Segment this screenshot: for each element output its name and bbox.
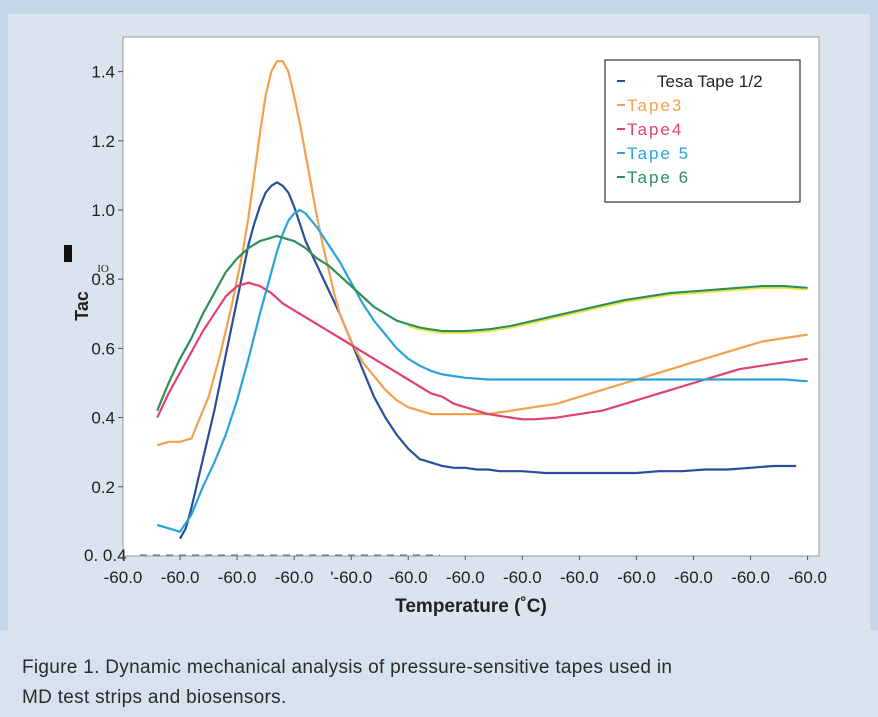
y-origin-label: 0. 0.4 xyxy=(84,546,127,565)
caption-panel xyxy=(0,630,878,717)
caption-line-2: MD test strips and biosensors. xyxy=(22,687,287,708)
y-tick-label: 0.2 xyxy=(91,478,115,497)
series-line-2 xyxy=(156,60,808,447)
x-tick-label: -60.0 xyxy=(503,568,542,587)
series-line-1 xyxy=(179,181,797,540)
series-line-5 xyxy=(156,234,808,412)
legend-label: Tape 5 xyxy=(627,144,690,163)
x-tick-label: -60.0 xyxy=(389,568,428,587)
x-tick-label: -60.0 xyxy=(674,568,713,587)
x-tick-label: -60.0 xyxy=(275,568,314,587)
x-tick-label: -60.0 xyxy=(788,568,827,587)
y-axis-label-fragment: IO xyxy=(97,263,109,275)
y-axis-label: Tac xyxy=(72,291,92,321)
y-tick-label: 0.6 xyxy=(91,339,115,358)
x-tick-label: '-60.0 xyxy=(330,568,372,587)
x-axis-label: Temperature (˚C) xyxy=(395,596,547,617)
chart: 0.2 0.4 0.6 0.8 1.0 1.2 1.4 0. 0.4 -60.0 -60.0 -60… xyxy=(64,36,827,617)
y-tick-label: 1.4 xyxy=(91,63,115,82)
x-tick-label: -60.0 xyxy=(731,568,770,587)
series-line-4 xyxy=(156,208,808,533)
x-tick-label: -60.0 xyxy=(218,568,257,587)
legend-label: Tape 6 xyxy=(627,168,690,187)
x-tick-label: -60.0 xyxy=(617,568,656,587)
x-tick-label: -60.0 xyxy=(560,568,599,587)
y-tick-label: 1.0 xyxy=(91,201,115,220)
caption-line-1: Figure 1. Dynamic mechanical analysis of… xyxy=(22,657,673,678)
x-tick-label: -60.0 xyxy=(104,568,143,587)
x-tick-label: -60.0 xyxy=(446,568,485,587)
figure-caption: Figure 1. Dynamic mechanical analysis of… xyxy=(22,653,862,713)
legend-box xyxy=(604,59,801,203)
series-6-highlight xyxy=(407,287,808,334)
y-tick-label: 0.4 xyxy=(91,409,115,428)
y-tick-label: 0.8 xyxy=(91,270,115,289)
x-tick-label: -60.0 xyxy=(161,568,200,587)
legend-label: Tesa Tape 1/2 xyxy=(657,72,763,91)
legend-label: Tape3 xyxy=(627,96,683,115)
y-tick-label: 1.2 xyxy=(91,132,115,151)
series-line-3 xyxy=(156,281,808,421)
legend-label: Tape4 xyxy=(627,120,683,139)
y-axis-label-mark xyxy=(64,245,72,262)
